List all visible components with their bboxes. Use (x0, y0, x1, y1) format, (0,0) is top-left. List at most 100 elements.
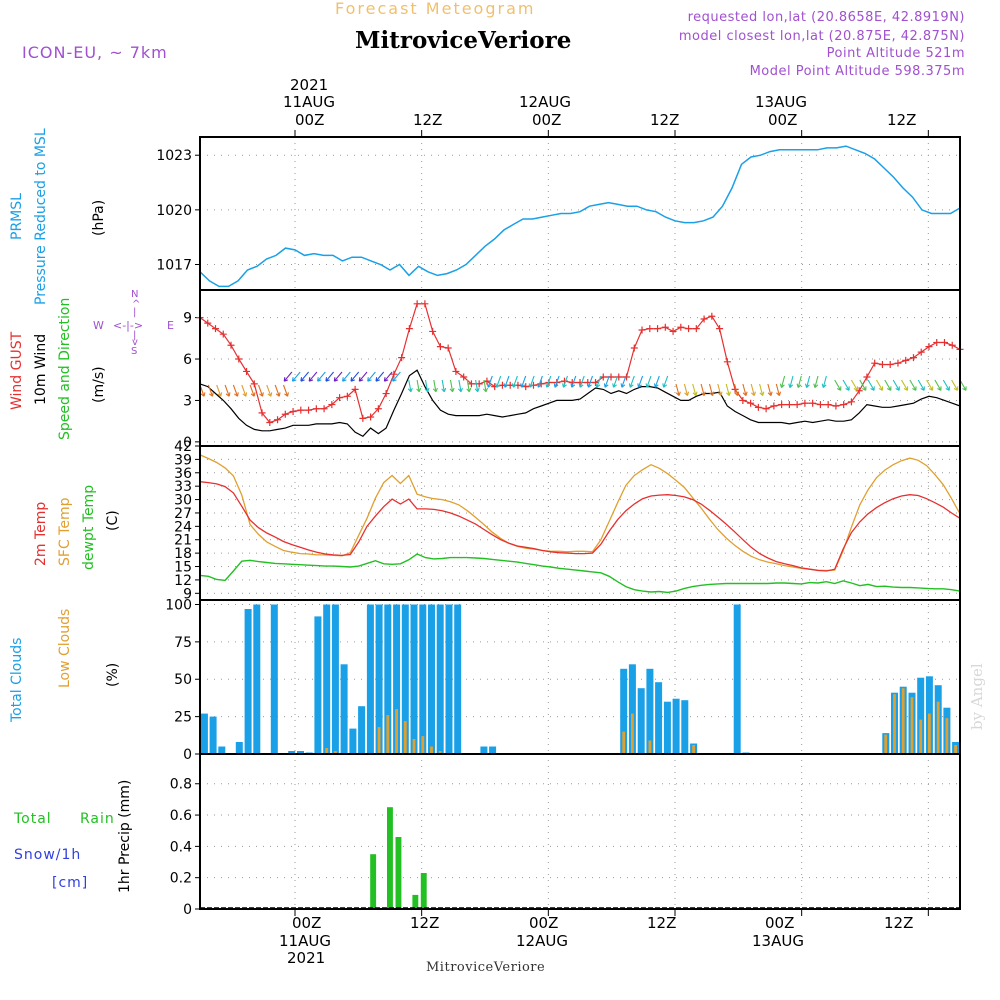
wind-direction-arrow (333, 371, 343, 382)
gust-marker (716, 325, 724, 333)
total-cloud-bar (297, 751, 304, 754)
low-cloud-bar (377, 727, 381, 754)
bottom-hour-label: 12Z (410, 914, 440, 932)
wind-direction-arrow (449, 379, 455, 393)
y-tick-label: 1023 (156, 148, 192, 164)
wind-direction-arrow (850, 379, 859, 391)
gust-marker (444, 344, 452, 352)
wind-direction-arrow (867, 379, 875, 391)
wind-direction-arrow (432, 379, 438, 393)
bottom-hour-label: 12Z (647, 914, 677, 932)
low-cloud-bar (954, 745, 957, 754)
wind-direction-arrow (232, 384, 239, 397)
wind-direction-arrow (520, 375, 527, 388)
gust-marker (320, 405, 328, 413)
wind-direction-arrow (207, 384, 214, 397)
low-cloud-bar (386, 715, 390, 754)
gust-marker (475, 380, 483, 388)
gust-marker (902, 356, 910, 364)
wind-direction-arrow (926, 379, 934, 391)
wind-direction-arrow (383, 371, 393, 382)
top-hour-label: 00Z (768, 111, 798, 129)
gust-marker (708, 312, 716, 320)
wind-direction-arrow (300, 371, 310, 382)
total-cloud-bar (489, 746, 497, 754)
gust-marker (762, 405, 770, 413)
bottom-location-label: MitroviceVeriore (426, 960, 546, 975)
y-tick-label: 1020 (156, 203, 192, 219)
wind-direction-arrow (637, 375, 644, 388)
y-tick-label: 0.2 (170, 871, 192, 887)
gust-marker (398, 354, 406, 362)
gust-marker (615, 373, 623, 381)
total-cloud-bar (323, 604, 331, 754)
total-cloud-bar (733, 604, 741, 754)
y-tick-label: 39 (174, 452, 192, 468)
gust-marker (204, 319, 212, 327)
y-tick-label: 30 (174, 493, 192, 509)
meteogram-title: Forecast Meteogram (335, 0, 536, 18)
bottom-hour-label: 12Z (884, 914, 914, 932)
gust-marker (429, 327, 437, 335)
bottom-hour-label: 00Z (529, 914, 559, 932)
wind-direction-arrow (441, 379, 447, 393)
total-cloud-bar (655, 682, 663, 754)
gust-marker (212, 325, 220, 333)
total-cloud-bar (314, 616, 322, 754)
total-cloud-bar (393, 604, 401, 754)
wind-direction-arrow (224, 384, 231, 397)
point-altitude: Point Altitude 521m (826, 46, 965, 61)
gust-marker (250, 380, 258, 388)
gust-marker (677, 323, 685, 331)
y-tick-label: 0 (183, 902, 192, 918)
wind-direction-arrow (249, 384, 256, 397)
compass-up-arrow: ^ (132, 299, 141, 310)
low-cloud-bar (631, 713, 634, 754)
low-cloud-bar (412, 739, 416, 754)
wind-direction-arrow (733, 383, 740, 396)
low-cloud-bar (622, 731, 626, 754)
bottom-year-label: 2021 (287, 949, 326, 967)
total-cloud-bar (672, 698, 680, 754)
compass-north: N (131, 289, 139, 300)
top-hour-label: 12Z (887, 111, 917, 129)
gust-marker (801, 399, 809, 407)
total-cloud-bar (663, 701, 671, 754)
gust-marker (700, 315, 708, 323)
wind-direction-arrow (934, 379, 942, 391)
wind-direction-arrow (545, 375, 552, 388)
gust-marker (305, 406, 313, 414)
wind-direction-arrow (282, 384, 289, 397)
gust-marker (537, 380, 545, 388)
y-tick-label: 0.8 (170, 777, 192, 793)
low-cloud-bar (395, 709, 398, 754)
precip-bar (420, 873, 427, 909)
compass-lr-arrow: <-|-> (113, 319, 144, 332)
gust-marker (917, 348, 925, 356)
gust-marker (452, 367, 460, 375)
wind-direction-arrow (503, 375, 510, 388)
total-cloud-bar (681, 700, 689, 754)
gust-marker (816, 401, 824, 409)
gust-marker (235, 355, 243, 363)
panel-frame (199, 289, 961, 447)
low-cloud-bar (893, 694, 896, 754)
gust-marker (940, 338, 948, 346)
gust-marker (413, 300, 421, 308)
gust-marker (948, 341, 956, 349)
wind-direction-arrow (942, 379, 950, 391)
wind-direction-arrow (842, 379, 850, 391)
wind-direction-arrow (291, 371, 301, 382)
total-cloud-bar (445, 604, 453, 754)
top-hour-label: 00Z (295, 111, 325, 129)
low-cloud-bar (945, 718, 949, 754)
wind-direction-arrow (266, 384, 273, 397)
wind-direction-arrow (578, 375, 585, 388)
wind-direction-arrow (511, 375, 518, 388)
wind-direction-arrow (700, 383, 706, 396)
wind-direction-arrow (392, 371, 401, 382)
wind-direction-arrow (466, 379, 472, 393)
wind-direction-arrow (628, 375, 635, 388)
total-cloud-bar (340, 664, 348, 754)
wind-direction-arrow (308, 371, 318, 382)
